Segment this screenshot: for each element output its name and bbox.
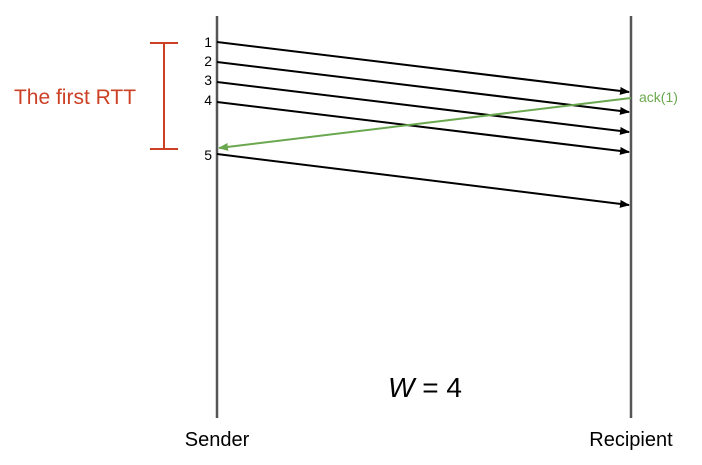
segment-label-3: 3 — [204, 72, 212, 88]
segment-label-4: 4 — [204, 92, 212, 108]
rtt-label: The first RTT — [14, 86, 136, 109]
segment-label-1: 1 — [204, 34, 212, 50]
segment-arrow-5 — [216, 153, 630, 208]
window-size-variable: W — [388, 372, 417, 403]
segment-arrow-3 — [216, 81, 630, 135]
rtt-bracket — [150, 42, 178, 150]
window-size-value: = 4 — [414, 372, 461, 403]
recipient-label: Recipient — [589, 429, 673, 451]
window-size-formula: W = 4 — [388, 372, 462, 403]
sender-label: Sender — [185, 429, 250, 451]
segment-arrow-4 — [216, 101, 630, 155]
ack-label: ack(1) — [639, 89, 678, 105]
segment-arrow-2 — [216, 61, 630, 115]
segment-label-5: 5 — [204, 147, 212, 163]
ack-arrow — [218, 97, 632, 151]
segment-label-2: 2 — [204, 53, 212, 69]
segment-arrow-1 — [216, 41, 630, 95]
